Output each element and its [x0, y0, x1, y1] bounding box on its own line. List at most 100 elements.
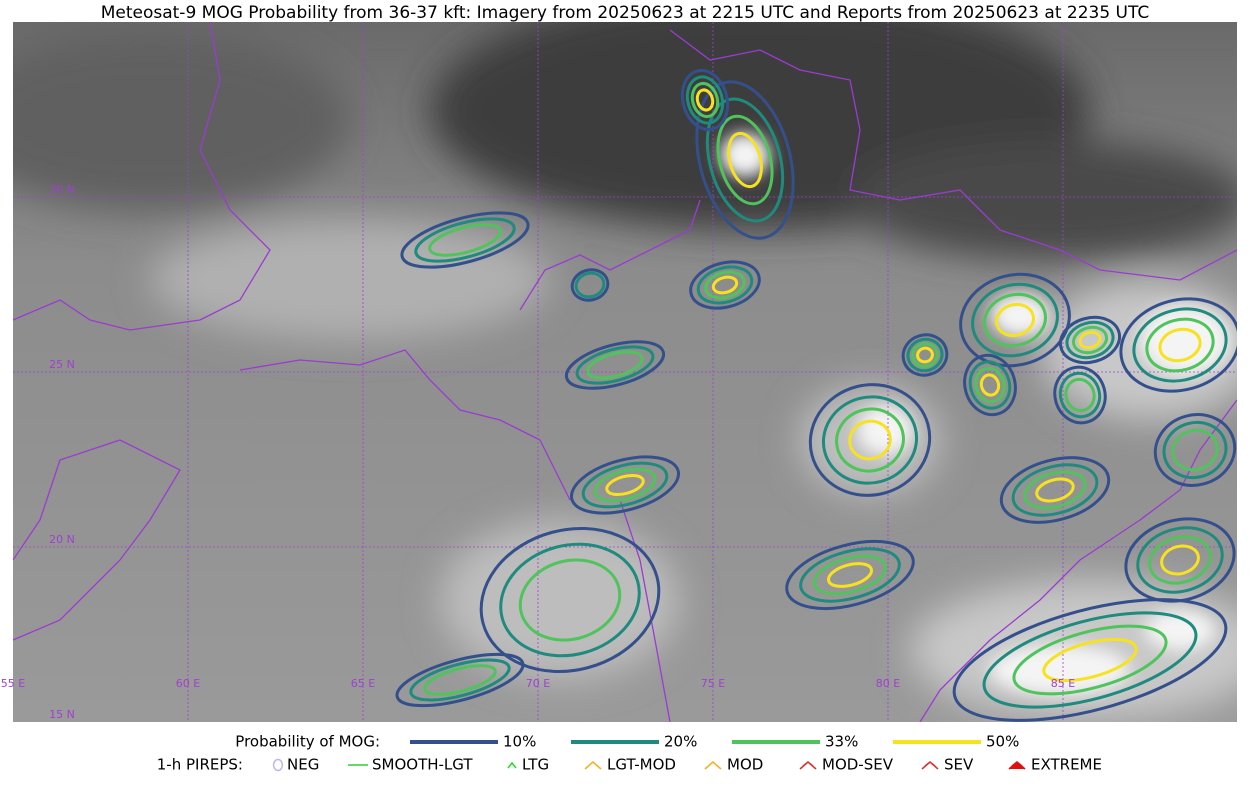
contour	[1132, 307, 1228, 383]
contour	[1058, 315, 1122, 365]
contour	[605, 473, 645, 497]
pirep-title: 1-h PIREPS:	[157, 756, 243, 774]
contour	[995, 302, 1035, 338]
graticule-labels: 30 N 25 N 20 N 15 N 55 E 60 E 65 E 70 E 75 E 80 E…	[1, 183, 1075, 721]
contour	[689, 260, 761, 310]
contour	[959, 272, 1071, 368]
contour	[1148, 535, 1212, 585]
contour	[593, 467, 657, 503]
contour	[716, 114, 774, 206]
contour	[695, 80, 795, 240]
pirep-label: MOD-SEV	[822, 756, 894, 774]
legend-label: 33%	[825, 733, 858, 751]
lat-label: 30 N	[49, 183, 75, 196]
contour	[911, 342, 939, 368]
contour	[1042, 637, 1138, 683]
contour	[1136, 526, 1224, 594]
contour	[1053, 365, 1107, 425]
lon-label: 60 E	[176, 677, 200, 690]
pirep-label: MOD	[727, 756, 763, 774]
contour	[968, 360, 1012, 410]
contour	[695, 88, 715, 112]
contour	[952, 598, 1228, 722]
contour	[1012, 624, 1168, 696]
contour	[1078, 330, 1102, 350]
contour	[479, 526, 661, 674]
contour	[400, 211, 530, 269]
pirep-symbol	[799, 761, 817, 770]
contour	[685, 75, 725, 125]
contour	[906, 337, 944, 373]
contour	[979, 373, 1001, 397]
borders	[13, 22, 1237, 722]
contour	[1065, 320, 1115, 360]
pirep-symbol	[584, 761, 602, 770]
pirep-symbol	[921, 761, 939, 770]
contour	[428, 223, 502, 257]
pirep-label: SEV	[944, 756, 974, 774]
contour	[916, 346, 934, 364]
contour	[690, 81, 720, 119]
legend: Probability of MOG: 10% 20% 33% 50% 1-h PIREP…	[157, 733, 1102, 774]
contour	[395, 652, 525, 708]
map	[13, 22, 1237, 722]
contour	[983, 292, 1047, 348]
title: Meteosat-9 MOG Probability from 36-37 kf…	[101, 3, 1150, 23]
contour	[1145, 317, 1215, 373]
contour	[586, 350, 644, 380]
pirep-symbol	[1008, 761, 1026, 770]
contour	[1023, 470, 1087, 510]
contour	[826, 562, 874, 588]
contour	[569, 455, 681, 515]
contour	[1035, 477, 1075, 503]
contour	[974, 366, 1006, 404]
contour	[574, 271, 606, 299]
contour	[901, 333, 949, 377]
pirep-label: EXTREME	[1031, 756, 1102, 774]
lon-label: 70 E	[526, 677, 550, 690]
pirep-label: SMOOTH-LGT	[372, 756, 473, 774]
contour	[1124, 517, 1236, 603]
contour	[680, 68, 730, 132]
pirep-symbol	[272, 758, 284, 772]
contour	[1058, 371, 1102, 419]
contour	[575, 345, 655, 385]
bright-cores	[720, 133, 1230, 695]
contour	[727, 131, 763, 189]
contour	[808, 383, 932, 497]
pirep-symbol	[704, 761, 722, 770]
pirep-label: NEG	[287, 756, 319, 774]
contour	[499, 542, 641, 658]
contour	[423, 664, 497, 696]
contour	[1064, 377, 1096, 413]
lat-label: 15 N	[49, 708, 75, 721]
contour	[821, 395, 919, 485]
contour	[409, 658, 511, 702]
contour	[835, 407, 905, 473]
contour	[696, 265, 754, 305]
lon-label: 80 E	[876, 677, 900, 690]
contour	[785, 539, 915, 611]
contour	[971, 282, 1059, 358]
pirep-label: LGT-MOD	[607, 756, 676, 774]
contour	[564, 340, 666, 390]
contour	[570, 268, 610, 302]
contour	[1162, 420, 1228, 480]
contour	[848, 419, 892, 461]
lat-label: 20 N	[49, 533, 75, 546]
contour	[1160, 544, 1200, 576]
contour	[963, 353, 1017, 417]
contour	[518, 558, 622, 642]
legend-label: 20%	[664, 733, 697, 751]
contour	[1153, 413, 1237, 487]
legend-label: 10%	[503, 733, 536, 751]
contour	[414, 217, 516, 263]
lon-label: 55 E	[1, 677, 25, 690]
lat-label: 25 N	[49, 358, 75, 371]
contour	[1011, 463, 1099, 517]
contour	[1171, 428, 1219, 472]
probability-contours	[395, 68, 1237, 722]
contour	[704, 270, 746, 300]
contour	[813, 554, 887, 596]
